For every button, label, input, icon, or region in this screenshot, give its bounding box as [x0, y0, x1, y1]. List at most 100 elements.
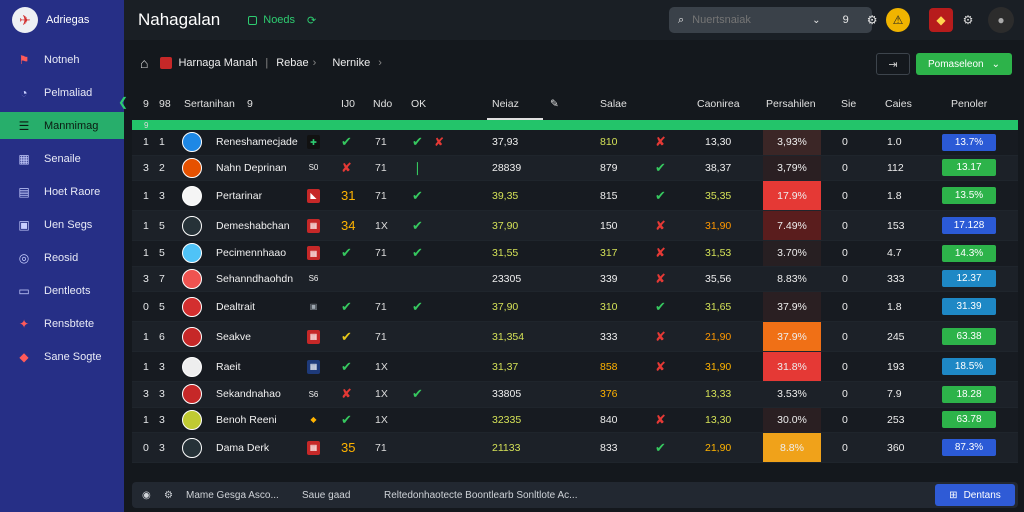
rating-badge[interactable]: 31.39: [942, 298, 996, 315]
sidebar-item-1[interactable]: ⚑ Notneh: [0, 46, 124, 73]
sidebar-item-8[interactable]: ▭ Dentleots: [0, 277, 124, 304]
rating-badge[interactable]: 63.38: [942, 328, 996, 345]
sidebar-item-5[interactable]: ▤ Hoet Raore: [0, 178, 124, 205]
home-icon[interactable]: ⌂: [140, 55, 149, 71]
rating-badge[interactable]: 18.5%: [942, 358, 996, 375]
sidebar-item-4[interactable]: ▦ Senaile: [0, 145, 124, 172]
player-name[interactable]: Demeshabchan: [216, 219, 290, 232]
rating-badge[interactable]: 17.128: [942, 217, 996, 234]
table-row[interactable]: 3 3 Sekandnahao S6 ✘ 1X ✔ 33805 376 13,33 3.53% 0 7.…: [132, 382, 1018, 408]
size-cell: 0: [842, 330, 848, 343]
avatar[interactable]: ●: [988, 7, 1014, 33]
player-name[interactable]: Pertarinar: [216, 189, 263, 202]
value-cell: 37,93: [492, 136, 519, 149]
header-col-b[interactable]: 98: [159, 98, 171, 110]
info-icon[interactable]: ◉: [142, 489, 151, 501]
settings-icon[interactable]: ⚙: [866, 13, 878, 27]
flag-icon: ⚑: [18, 52, 30, 67]
stat-2: 71: [375, 136, 387, 149]
sidebar-item-3[interactable]: ☰ Manmimag: [0, 112, 124, 139]
player-name[interactable]: Nahn Deprinan: [216, 161, 287, 174]
player-name[interactable]: Dealtrait: [216, 300, 256, 313]
inbox-icon: ▭: [18, 283, 30, 298]
header-player-num[interactable]: 9: [247, 98, 253, 110]
chevron-down-icon[interactable]: ⌄: [812, 14, 821, 26]
chevron-down-icon: ⌄: [991, 58, 1000, 70]
search-input[interactable]: [692, 14, 803, 26]
sidebar-item-10[interactable]: ◆ Sane Sogte: [0, 343, 124, 370]
player-name[interactable]: Benoh Reeni: [216, 413, 277, 426]
player-name[interactable]: Raeit: [216, 360, 241, 373]
header-c1[interactable]: IJ0: [341, 98, 356, 110]
rating-badge[interactable]: 12.37: [942, 270, 996, 288]
breadcrumb-page[interactable]: Nernike: [332, 57, 371, 69]
rating-badge[interactable]: 13.5%: [942, 187, 996, 204]
sidebar-item-7[interactable]: ◎ Reosid: [0, 244, 124, 271]
table-row[interactable]: 1 5 Pecimennhaao ▦ ✔ 71 ✔ 31,55 317 ✘ 31,53 3.70% 0 4…: [132, 241, 1018, 267]
rating-badge[interactable]: 13.17: [942, 159, 996, 177]
sidebar-item-2[interactable]: ◔ Pelmaliad: [0, 79, 124, 106]
table-row[interactable]: 1 5 Demeshabchan ▦ 34 1X ✔ 37,90 150 ✘ 31,90 7.49% 0…: [132, 211, 1018, 241]
percentage-cell: 37.9%: [763, 322, 821, 351]
primary-action-button[interactable]: Pomaseleon ⌄: [916, 53, 1012, 75]
table-row[interactable]: 1 3 Benoh Reeni ◆ ✔ 1X 32335 840 ✘ 13,30 30.0% 0 253…: [132, 407, 1018, 433]
rating-badge[interactable]: 63.78: [942, 411, 996, 429]
row-index-b: 7: [159, 272, 165, 285]
row-index-a: 0: [143, 300, 149, 313]
rating-badge[interactable]: 14.3%: [942, 244, 996, 262]
size-cell: 0: [842, 161, 848, 174]
header-salary[interactable]: Salae: [600, 98, 627, 110]
header-rating[interactable]: Penoler: [951, 98, 988, 110]
stat-2: 71: [375, 189, 387, 202]
player-name[interactable]: Sekandnahao: [216, 388, 281, 401]
player-name[interactable]: Dama Derk: [216, 441, 270, 454]
save-button[interactable]: ⊞ Dentans: [935, 484, 1015, 506]
gear-icon[interactable]: ⚙: [164, 489, 173, 501]
sync-icon[interactable]: ⟳: [307, 14, 317, 27]
table-row[interactable]: 1 3 Raeit ▦ ✔ 1X 31,37 858 ✘ 31,90 31.8% 0 193 18.5%: [132, 352, 1018, 382]
player-name[interactable]: Seakve: [216, 330, 252, 343]
club-logo-icon: [182, 437, 202, 458]
rating-badge[interactable]: 87.3%: [942, 439, 996, 456]
value-cell: 31,354: [492, 330, 525, 343]
search-box[interactable]: ⌕ ⌄ 9 ⚙: [669, 7, 877, 33]
table-row[interactable]: 0 3 Dama Derk ▦ 35 71 21133 833 ✔ 21,90 8.8% 0 360 87…: [132, 433, 1018, 463]
breadcrumb-section[interactable]: Rebae: [276, 57, 309, 69]
export-button[interactable]: ⇥: [876, 53, 910, 75]
table-row[interactable]: 1 6 Seakve ▦ ✔ 71 31,354 333 ✘ 21,90 37.9% 0 245 63.3…: [132, 322, 1018, 352]
rating-badge[interactable]: 13.7%: [942, 133, 996, 151]
stat-2: 71: [375, 300, 387, 313]
table-row[interactable]: 3 7 Sehanndhaohdn S6 23305 339 ✘ 35,56 8.83% 0 333…: [132, 266, 1018, 292]
sidebar-item-label: Dentleots: [44, 284, 91, 297]
collapse-sidebar-icon[interactable]: ❮: [118, 95, 129, 109]
table-row[interactable]: 1 3 Pertarinar ◣ 31 71 ✔ 39,35 815 ✔ 35,35 17.9% 0 1.…: [132, 181, 1018, 211]
header-c2[interactable]: Ndo: [373, 98, 393, 110]
notification-count: 9: [842, 14, 849, 26]
alert-icon[interactable]: ⚠: [886, 8, 910, 32]
header-c3[interactable]: OK: [411, 98, 427, 110]
header-size[interactable]: Sie: [841, 98, 857, 110]
rating-badge[interactable]: 18.28: [942, 385, 996, 403]
header-player[interactable]: Sertanihan: [184, 98, 235, 110]
player-name[interactable]: Reneshamecjade: [216, 136, 298, 149]
sidebar-item-label: Pelmaliad: [44, 86, 93, 99]
brand[interactable]: ✈ Adriegas: [0, 0, 124, 40]
header-value[interactable]: Neiaz: [492, 98, 519, 110]
table-row[interactable]: 0 5 Dealtrait ▣ ✔ 71 ✔ 37,90 310 ✔ 31,65 37.9% 0 1.8 3…: [132, 292, 1018, 322]
sidebar-item-6[interactable]: ▣ Uen Segs: [0, 211, 124, 238]
help-icon[interactable]: ⚙: [962, 13, 974, 27]
club-badge-icon[interactable]: ◆: [929, 8, 953, 32]
percentage-cell: 3,79%: [763, 155, 821, 180]
header-caps[interactable]: Caies: [885, 98, 912, 110]
breadcrumb-team[interactable]: Harnaga Manah: [178, 57, 258, 69]
salary-cell: 317: [600, 247, 618, 260]
sidebar-item-9[interactable]: ✦ Rensbtete: [0, 310, 124, 337]
player-name[interactable]: Sehanndhaohdn: [216, 272, 294, 285]
header-percentage[interactable]: Persahilen: [766, 98, 816, 110]
header-contract[interactable]: Caonirea: [697, 98, 740, 110]
player-name[interactable]: Pecimennhaao: [216, 247, 287, 260]
table-row[interactable]: 3 2 Nahn Deprinan S0 ✘ 71 ❘ 28839 879 ✔ 38,37 3,79%…: [132, 155, 1018, 181]
table-row[interactable]: 1 1 Reneshamecjade ✚ ✔ 71 ✔ ✘ 37,93 810 ✘ 13,30 3,93…: [132, 130, 1018, 156]
sort-icon[interactable]: ✎: [550, 98, 559, 110]
header-col-a[interactable]: 9: [143, 98, 149, 110]
